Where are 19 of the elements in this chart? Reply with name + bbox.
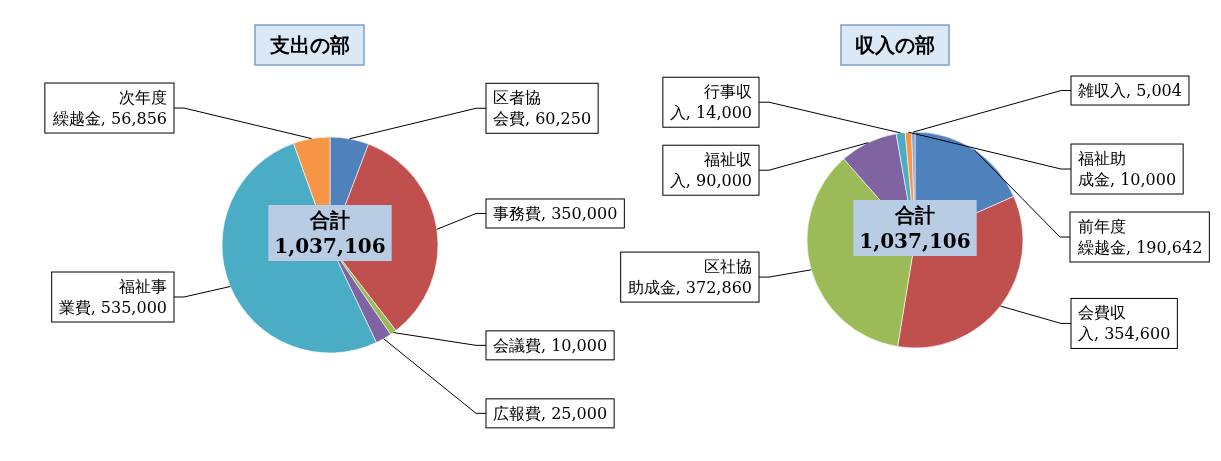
slice-label: 福祉収入, 90,000	[669, 150, 752, 191]
slice-label: 区者協会費, 60,250	[493, 88, 592, 129]
slice-label: 福祉事業費, 535,000	[58, 277, 167, 318]
text: 1,037,106	[274, 234, 386, 258]
slice-label: 事務費, 350,000	[493, 203, 618, 223]
chart-title: 支出の部	[269, 33, 350, 57]
slice-label: 区社協助成金, 372,860	[627, 257, 752, 298]
slice-label: 行事収入, 14,000	[669, 82, 752, 123]
slice-label: 会議費, 10,000	[493, 335, 608, 355]
slice-label: 次年度繰越金, 56,856	[51, 88, 167, 129]
text: 1,037,106	[859, 229, 971, 253]
slice-label: 福祉助成金, 10,000	[1078, 149, 1177, 190]
text: 合計	[309, 208, 350, 232]
slice-label: 前年度繰越金, 190,642	[1077, 217, 1203, 258]
chart-title: 収入の部	[855, 33, 935, 57]
slice-label: 広報費, 25,000	[493, 403, 608, 423]
slice-label: 会費収入, 354,600	[1078, 303, 1171, 344]
slice-label: 雑収入, 5,004	[1078, 81, 1182, 101]
text: 合計	[894, 203, 935, 227]
